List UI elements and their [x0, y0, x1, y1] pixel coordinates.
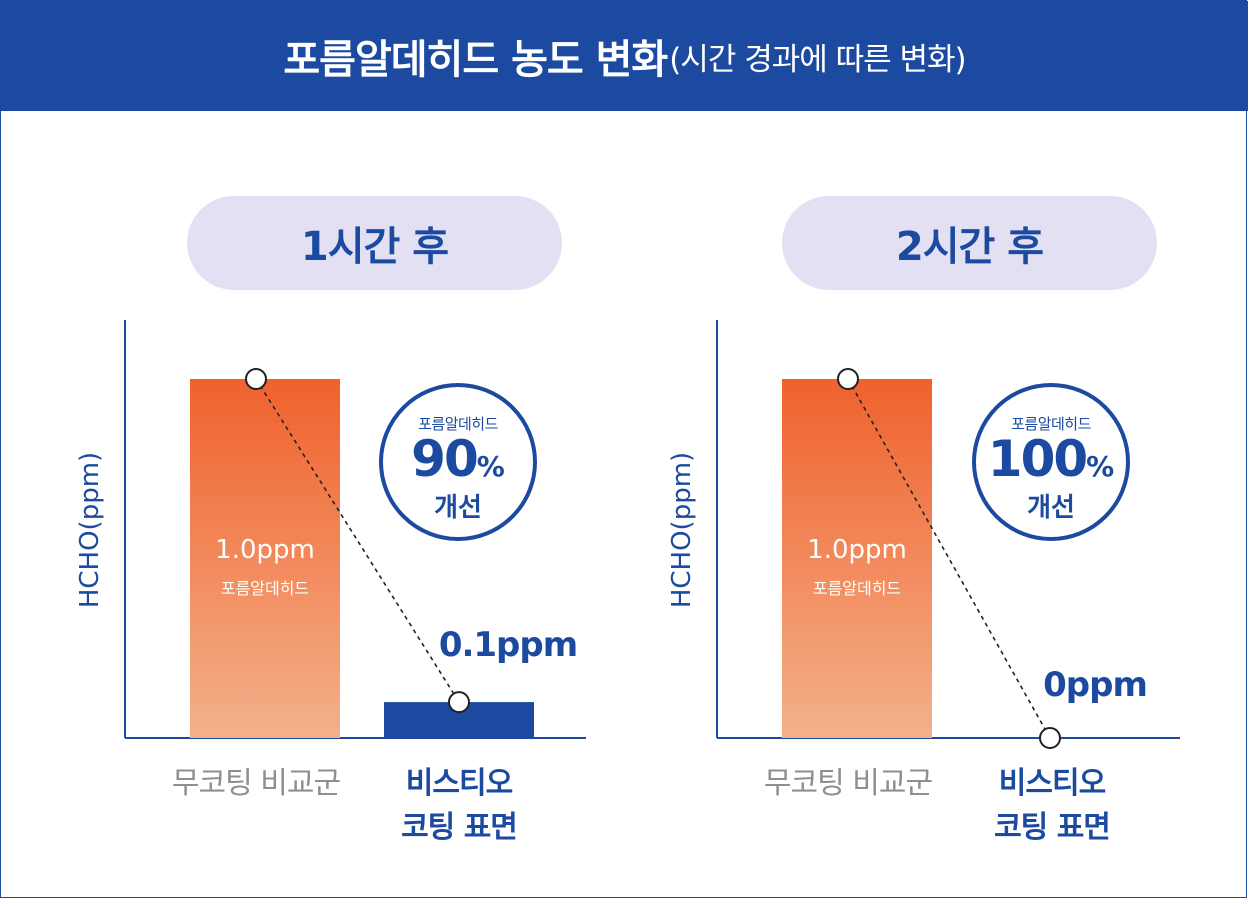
bar-control [782, 379, 932, 738]
point-marker-coated [448, 691, 470, 714]
chart-panel-2: 1.0ppm 포름알데히드 0ppm [716, 320, 1180, 749]
badge-title: 포름알데히드 [418, 415, 498, 433]
bar-value-label: 1.0ppm [807, 535, 907, 565]
time-pill-1h: 1시간 후 [187, 196, 562, 290]
badge-word: 개선 [434, 493, 482, 523]
improvement-badge: 포름알데히드 90% 개선 [379, 383, 537, 541]
badge-percent-sign: % [476, 450, 505, 483]
x-label-coated-line2: 코팅 표면 [994, 810, 1111, 845]
point-marker-control [245, 368, 267, 390]
bar-value-label: 1.0ppm [215, 535, 315, 565]
badge-percent: 100% [976, 431, 1126, 495]
bar-inner-label: 포름알데히드 [813, 579, 901, 598]
point-value-label: 0.1ppm [439, 625, 577, 665]
x-label-control: 무코팅 비교군 [171, 766, 341, 801]
badge-percent: 90% [383, 431, 533, 495]
page-header: 포름알데히드 농도 변화 (시간 경과에 따른 변화) [1, 1, 1248, 111]
badge-title: 포름알데히드 [1011, 415, 1091, 433]
x-label-control: 무코팅 비교군 [763, 766, 933, 801]
point-marker-control [837, 368, 859, 390]
point-marker-coated [1039, 727, 1061, 749]
x-label-coated-line2: 코팅 표면 [401, 810, 518, 845]
badge-percent-value: 90 [411, 430, 479, 488]
page-title: 포름알데히드 농도 변화 [283, 37, 668, 83]
page-subtitle: (시간 경과에 따른 변화) [669, 41, 966, 78]
improvement-badge: 포름알데히드 100% 개선 [972, 383, 1130, 541]
point-value-label: 0ppm [1043, 665, 1147, 705]
badge-word: 개선 [1027, 493, 1075, 523]
bar-inner-label: 포름알데히드 [221, 579, 309, 598]
x-label-coated-line1: 비스티오 [405, 766, 513, 801]
time-pill-2h: 2시간 후 [782, 196, 1157, 290]
bar-control [190, 379, 340, 738]
x-label-coated-line1: 비스티오 [998, 766, 1106, 801]
badge-percent-sign: % [1086, 450, 1115, 483]
chart-panel-1: 1.0ppm 포름알데히드 0.1ppm [124, 320, 586, 739]
badge-percent-value: 100 [987, 430, 1088, 488]
